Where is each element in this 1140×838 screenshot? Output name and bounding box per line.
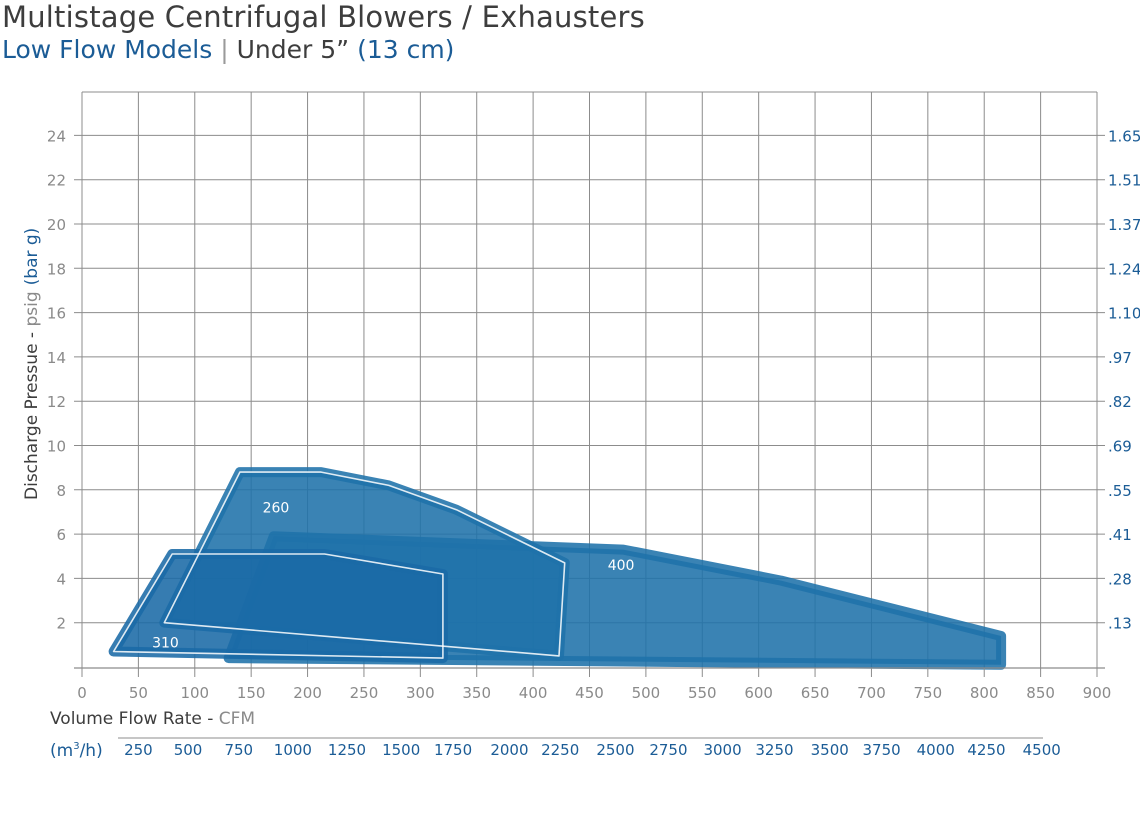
- x-axis-title: Volume Flow Rate - CFM: [50, 709, 255, 729]
- x-tick-label: 200: [293, 684, 322, 702]
- series-label-310: 310: [152, 636, 179, 652]
- x2-tick-label: 4000: [917, 741, 955, 759]
- y-axis-unit: psig: [22, 291, 42, 326]
- subtitle-model-range: Low Flow Models: [2, 35, 213, 64]
- chart-frame: [74, 91, 1105, 677]
- x2-tick-label: 3250: [755, 741, 793, 759]
- y2-tick-label: 1.51: [1108, 172, 1140, 190]
- x-tick-label: 400: [519, 684, 548, 702]
- x-axis-title-text: Volume Flow Rate -: [50, 709, 219, 729]
- series-label-260: 260: [263, 501, 290, 517]
- chart-series-areas: [108, 467, 1007, 670]
- x-tick-label: 150: [237, 684, 266, 702]
- x-tick-label: 750: [914, 684, 943, 702]
- area-outline-260: [163, 471, 566, 657]
- x-tick-label: 300: [406, 684, 435, 702]
- y-tick-label: 18: [47, 260, 66, 278]
- x2-tick-label: 750: [224, 741, 253, 759]
- x-tick-label: 50: [129, 684, 148, 702]
- y2-tick-label: .13: [1108, 615, 1132, 633]
- x-tick-label: 100: [180, 684, 209, 702]
- subtitle-separator: |: [220, 35, 229, 64]
- x2-tick-label: 500: [174, 741, 203, 759]
- x2-tick-label: 250: [124, 741, 153, 759]
- x2-tick-label: 1250: [328, 741, 366, 759]
- x-tick-label: 0: [77, 684, 87, 702]
- x2-axis-title: (m3/h): [50, 741, 103, 761]
- x-tick-label: 800: [970, 684, 999, 702]
- subtitle-size-metric: (13 cm): [357, 35, 455, 64]
- x-tick-label: 350: [462, 684, 491, 702]
- x2-tick-label: 3500: [811, 741, 849, 759]
- page-subtitle: Low Flow Models | Under 5” (13 cm): [2, 35, 454, 64]
- x2-axis-title-rest: /h): [80, 741, 103, 761]
- y2-tick-label: .41: [1108, 526, 1132, 544]
- y-tick-label: 8: [56, 482, 66, 500]
- x-tick-label: 650: [801, 684, 830, 702]
- chart-grid: [74, 92, 1105, 668]
- x-tick-label: 500: [632, 684, 661, 702]
- y-tick-label: 6: [56, 526, 66, 544]
- y2-tick-label: .69: [1108, 438, 1132, 456]
- y-tick-label: 4: [56, 570, 66, 588]
- y2-tick-label: .97: [1108, 349, 1132, 367]
- page-title: Multistage Centrifugal Blowers / Exhaust…: [2, 0, 645, 34]
- x2-tick-label: 4250: [967, 741, 1005, 759]
- x-tick-label: 250: [350, 684, 379, 702]
- y-tick-label: 20: [47, 216, 66, 234]
- subtitle-size: Under 5”: [236, 35, 350, 64]
- x-tick-label: 450: [575, 684, 604, 702]
- x2-tick-label: 1750: [434, 741, 472, 759]
- series-label-400: 400: [608, 558, 635, 574]
- area-outline-310: [112, 553, 444, 659]
- x-axis-unit: CFM: [219, 709, 255, 729]
- y-axis-title-text: Discharge Pressue -: [22, 327, 42, 500]
- y2-tick-label: 1.10: [1108, 305, 1140, 323]
- x-tick-label: 550: [688, 684, 717, 702]
- y2-tick-label: .28: [1108, 570, 1132, 588]
- x2-tick-label: 2000: [490, 741, 528, 759]
- y-tick-label: 14: [47, 349, 66, 367]
- x-tick-label: 600: [744, 684, 773, 702]
- x2-tick-label: 4500: [1023, 741, 1061, 759]
- y-axis-unit-metric: (bar g): [22, 228, 42, 286]
- y-axis-right-ticks: .13 .28 .41 .55 .69 .82 .97 1.10 1.24 1.37 1.51 1.6…: [1108, 127, 1140, 632]
- y-tick-label: 2: [56, 615, 66, 633]
- y2-tick-label: .82: [1108, 393, 1132, 411]
- x2-tick-label: 3750: [863, 741, 901, 759]
- y-tick-label: 12: [47, 393, 66, 411]
- x2-tick-label: 1000: [274, 741, 312, 759]
- series-labels: 400 260 310: [152, 501, 634, 652]
- x2-axis-superscript: 3: [73, 741, 79, 752]
- y2-tick-label: .55: [1108, 482, 1132, 500]
- y2-tick-label: 1.65: [1108, 127, 1140, 145]
- y-axis-title: Discharge Pressue - psig (bar g): [22, 228, 42, 500]
- x2-tick-label: 3000: [703, 741, 741, 759]
- x-tick-label: 850: [1026, 684, 1055, 702]
- y2-tick-label: 1.24: [1108, 260, 1140, 278]
- y-tick-label: 10: [47, 438, 66, 456]
- y2-tick-label: 1.37: [1108, 216, 1140, 234]
- x-tick-label: 900: [1083, 684, 1112, 702]
- y-tick-label: 22: [47, 172, 66, 190]
- x-axis-m3h-ticks: 250 500 750 1000 1250 1500 1750 2000 2250 2500 275…: [124, 741, 1061, 759]
- x2-tick-label: 2750: [649, 741, 687, 759]
- y-tick-label: 24: [47, 127, 66, 145]
- x2-tick-label: 2500: [596, 741, 634, 759]
- x-tick-label: 700: [857, 684, 886, 702]
- x-axis-cfm-ticks: 0 50 100 150 200 250 300 350 400 450 500 550 600 650 7…: [77, 684, 1111, 702]
- y-tick-label: 16: [47, 305, 66, 323]
- x2-tick-label: 2250: [541, 741, 579, 759]
- x2-tick-label: 1500: [382, 741, 420, 759]
